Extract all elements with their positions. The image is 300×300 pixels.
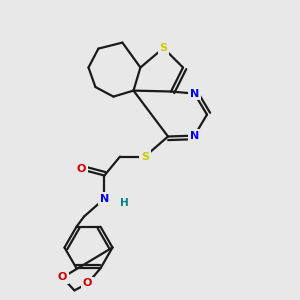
Text: N: N <box>100 194 109 204</box>
Text: O: O <box>58 272 67 283</box>
Text: H: H <box>120 197 129 208</box>
Text: O: O <box>83 278 92 289</box>
Text: O: O <box>77 164 86 175</box>
Text: S: S <box>141 152 149 162</box>
Text: N: N <box>190 88 199 99</box>
Text: N: N <box>190 130 199 141</box>
Text: S: S <box>160 43 167 53</box>
